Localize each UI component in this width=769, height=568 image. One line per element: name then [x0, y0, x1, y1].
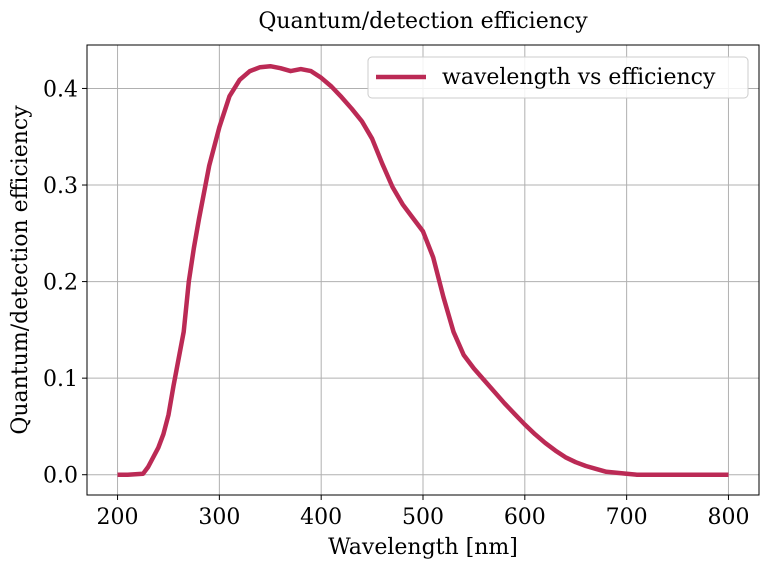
y-tick-label: 0.1 [43, 367, 78, 392]
x-tick-label: 400 [300, 505, 342, 530]
legend-box [367, 56, 749, 99]
x-tick-label: 800 [707, 505, 749, 530]
x-axis-label: Wavelength [nm] [328, 535, 518, 560]
y-tick-label: 0.0 [43, 464, 78, 489]
x-tick-label: 300 [198, 505, 240, 530]
axis-ticks: 200 300 400 500 600 700 800 0.0 0.1 0.2 0.3 0.4 [43, 77, 749, 530]
legend: wavelength vs efficiency [367, 56, 749, 99]
x-tick-label: 200 [97, 505, 139, 530]
y-tick-label: 0.3 [43, 174, 78, 199]
grid-lines [87, 45, 759, 495]
x-tick-label: 500 [402, 505, 444, 530]
x-tick-label: 600 [504, 505, 546, 530]
series-line-wavelength-vs-efficiency [117, 63, 729, 477]
chart-title: Quantum/detection efficiency [258, 9, 588, 34]
y-axis-label: Quantum/detection efficiency [8, 105, 33, 435]
y-tick-label: 0.2 [43, 271, 78, 296]
x-tick-label: 700 [606, 505, 648, 530]
legend-label: wavelength vs efficiency [442, 65, 716, 90]
series-layer [117, 63, 729, 477]
y-tick-label: 0.4 [43, 77, 78, 102]
